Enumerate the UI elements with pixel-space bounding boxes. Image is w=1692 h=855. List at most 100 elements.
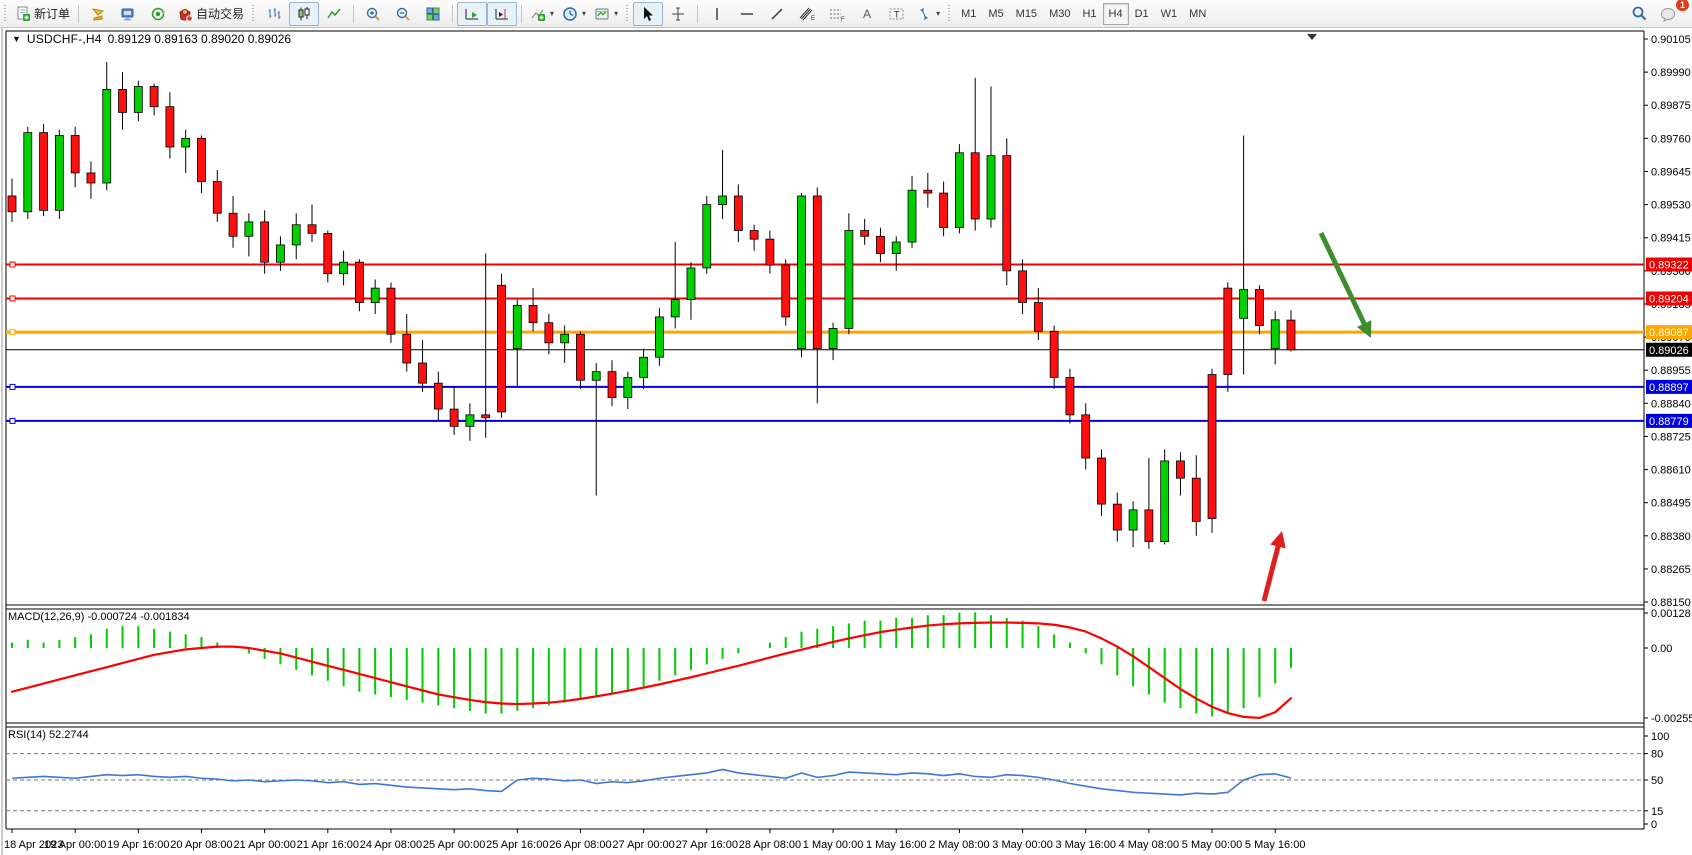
bar-chart-button[interactable] — [259, 2, 289, 26]
candle-body — [260, 221, 270, 263]
time-tick-label: 5 May 16:00 — [1245, 839, 1306, 851]
timeframe-w1[interactable]: W1 — [1160, 7, 1178, 20]
svg-text:F: F — [841, 17, 845, 22]
text-label-tool[interactable]: T — [882, 2, 912, 26]
level-price-tag: 0.89026 — [1646, 342, 1692, 357]
cursor-button[interactable] — [633, 1, 664, 26]
candle-body — [86, 172, 96, 184]
tile-windows-icon — [426, 7, 440, 20]
macd-plot — [10, 612, 1293, 720]
candle-body — [702, 204, 712, 269]
price-tick-label: 0.88955 — [1651, 365, 1691, 377]
cursor-icon — [644, 6, 654, 21]
candle-body — [1191, 477, 1201, 522]
candlestick-chart-button[interactable] — [289, 1, 320, 26]
macd-signal-line — [10, 621, 1293, 720]
timeframe-m15[interactable]: M15 — [1015, 7, 1038, 20]
candle-body — [212, 181, 222, 214]
symbol-period-label: USDCHF-,H4 — [26, 32, 102, 46]
zoom-in-button[interactable] — [358, 2, 388, 26]
candle-body — [749, 230, 759, 240]
level-anchor-marker[interactable] — [9, 329, 16, 336]
notification-badge: 1 — [1675, 0, 1689, 11]
candle-body — [149, 86, 159, 108]
chart-shift-marker[interactable] — [1307, 34, 1317, 40]
autotrading-label: 自动交易 — [196, 7, 245, 21]
notifications-button[interactable]: 1 — [1654, 0, 1689, 26]
rsi-line — [11, 768, 1292, 796]
navigator-button[interactable] — [143, 2, 173, 26]
timeframe-h4[interactable]: H4 — [1102, 2, 1129, 25]
auto-scroll-button[interactable] — [457, 1, 488, 26]
price-tick-label: 0.88495 — [1651, 498, 1691, 510]
text-tool[interactable]: A — [852, 2, 882, 26]
channel-tool[interactable]: E — [792, 2, 822, 26]
candle-body — [781, 264, 791, 318]
vertical-line-tool[interactable] — [702, 2, 732, 26]
time-tick-label: 1 May 00:00 — [803, 839, 864, 851]
separator — [697, 4, 699, 23]
tile-windows-button[interactable] — [418, 2, 448, 26]
macd-tick-label: 0.00128 — [1651, 608, 1691, 620]
level-anchor-marker[interactable] — [9, 261, 16, 268]
timeframe-d1[interactable]: D1 — [1134, 7, 1149, 20]
chart-title[interactable]: ▼ USDCHF-,H4 0.89129 0.89163 0.89020 0.8… — [12, 32, 291, 46]
macd-axis[interactable]: 0.00128 0.00 -0.002559 — [1644, 608, 1692, 725]
candle-body — [1144, 509, 1154, 542]
chart-shift-button[interactable] — [487, 1, 518, 26]
candle-body — [23, 132, 33, 213]
zoom-out-button[interactable] — [388, 2, 418, 26]
toolbar-grip[interactable] — [947, 4, 953, 23]
chart-canvas[interactable]: 0.90105 0.89990 0.89875 0.89760 0.89645 0.895… — [0, 28, 1692, 855]
timeframe-m5[interactable]: M5 — [988, 7, 1004, 20]
candle-body — [1112, 503, 1122, 531]
toolbar-grip[interactable] — [3, 4, 8, 23]
candle-body — [70, 135, 80, 174]
new-order-button[interactable]: 新订单 — [11, 2, 74, 26]
arrows-tool[interactable]: ▾ — [912, 2, 944, 26]
search-button[interactable] — [1624, 2, 1654, 26]
templates-button[interactable]: ▾ — [590, 2, 622, 26]
autotrading-icon — [179, 8, 193, 22]
rsi-axis[interactable]: 100 80 50 150 — [1644, 731, 1669, 831]
price-tick-label: 0.90105 — [1651, 34, 1691, 46]
line-chart-button[interactable] — [319, 2, 349, 26]
candle-body — [386, 287, 396, 335]
time-tick-label: 26 Apr 08:00 — [549, 839, 611, 851]
market-watch-button[interactable] — [113, 2, 143, 26]
price-tick-label: 0.89760 — [1651, 133, 1691, 145]
time-tick-label: 28 Apr 08:00 — [739, 839, 801, 851]
fibonacci-tool[interactable]: F — [822, 2, 852, 26]
crosshair-icon — [672, 7, 685, 20]
indicators-button[interactable]: ▾ — [526, 2, 558, 26]
candle-body — [339, 261, 348, 275]
horizontal-line-tool[interactable] — [732, 2, 762, 26]
timeframe-h1[interactable]: H1 — [1082, 7, 1097, 20]
price-tick-label: 0.88725 — [1651, 431, 1691, 443]
autotrading-button[interactable]: 自动交易 — [173, 2, 248, 26]
level-anchor-marker[interactable] — [9, 417, 16, 424]
price-tick-label: 0.88610 — [1651, 465, 1691, 477]
crosshair-button[interactable] — [663, 2, 693, 26]
candle-body — [970, 152, 980, 220]
rsi-tick-label: 100 — [1651, 731, 1669, 743]
time-tick-label: 18 Apr 2023 — [4, 839, 63, 851]
chevron-down-icon: ▼ — [12, 34, 21, 44]
toolbar-grip[interactable] — [625, 4, 631, 23]
level-anchor-marker[interactable] — [9, 383, 16, 390]
trendline-tool[interactable] — [762, 2, 792, 26]
timeframe-m1[interactable]: M1 — [961, 7, 977, 20]
timeframe-m30[interactable]: M30 — [1049, 7, 1071, 20]
main-toolbar: 新订单 自动交易 — [0, 0, 1692, 28]
candle-body — [497, 284, 506, 413]
price-tick-label: 0.89645 — [1651, 166, 1691, 178]
toolbar-grip[interactable] — [251, 4, 257, 23]
timeframe-mn[interactable]: MN — [1189, 7, 1207, 20]
sell-annotation-arrow[interactable] — [1318, 231, 1372, 338]
buy-annotation-arrow[interactable] — [1261, 531, 1286, 602]
price-axis[interactable]: 0.90105 0.89990 0.89875 0.89760 0.89645 0.895… — [1644, 34, 1691, 609]
profiles-button[interactable] — [83, 2, 113, 26]
level-anchor-marker[interactable] — [9, 295, 16, 302]
periods-button[interactable]: ▾ — [558, 2, 590, 26]
